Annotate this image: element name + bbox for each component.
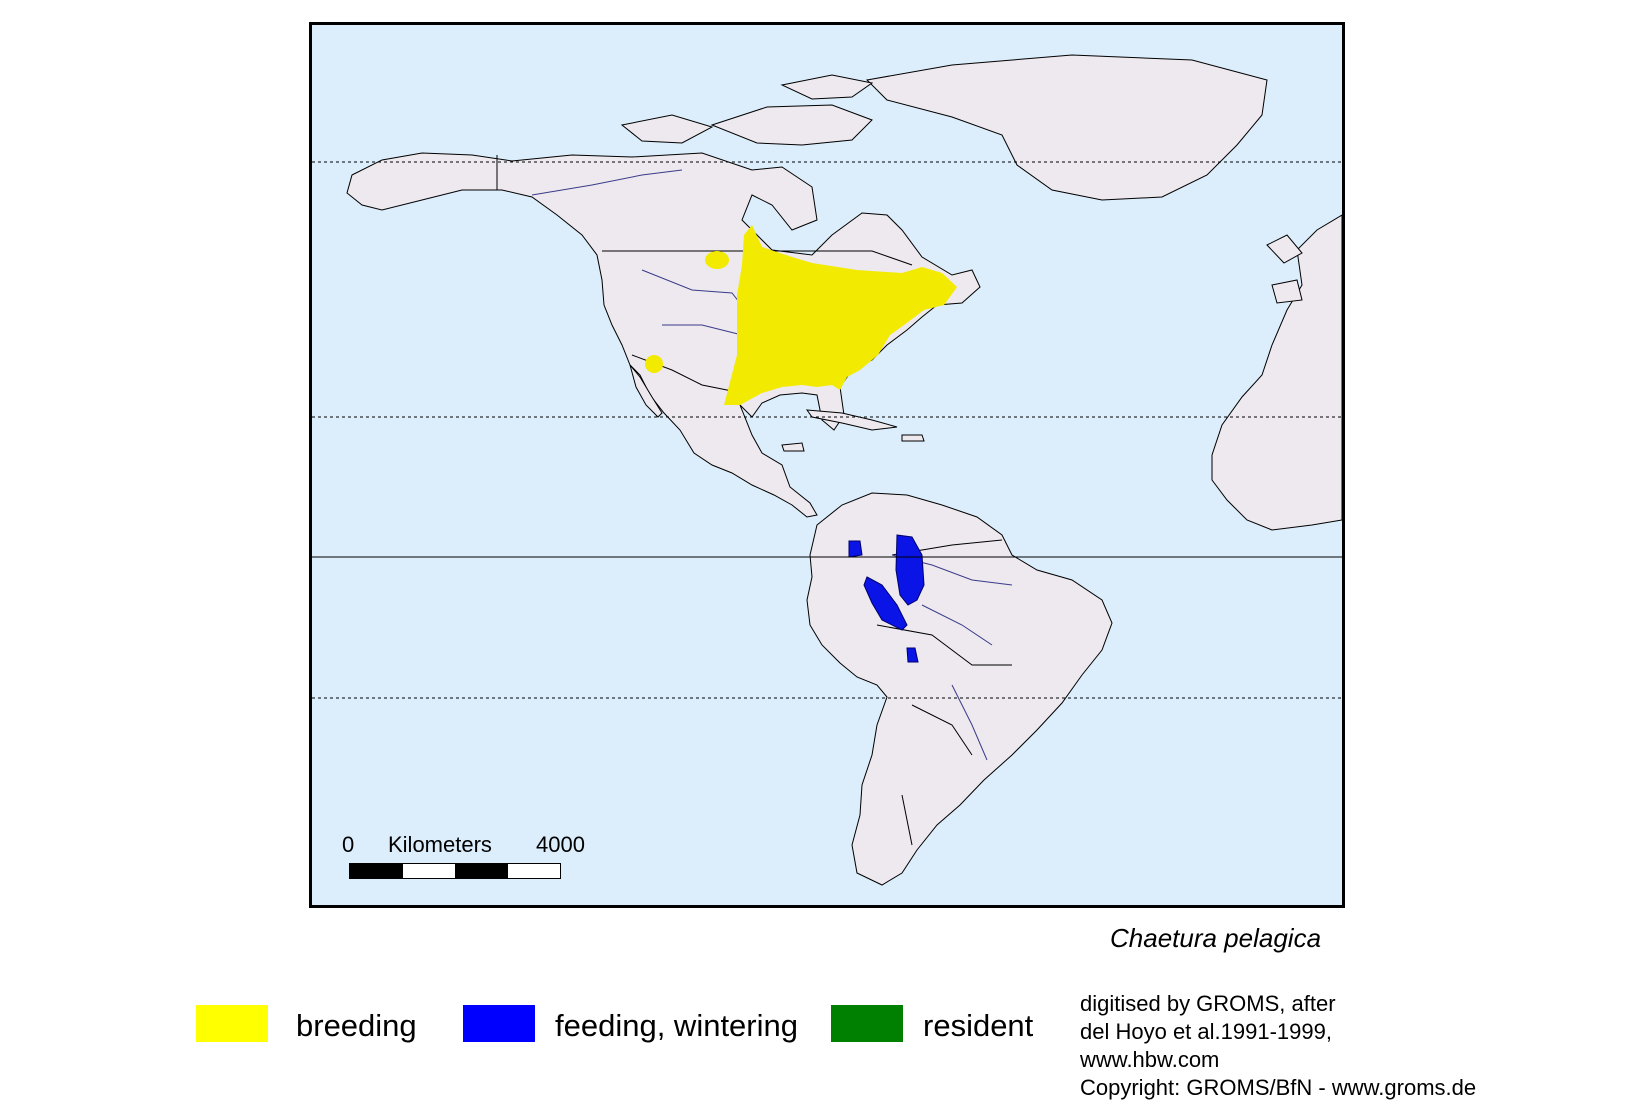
map-canvas xyxy=(312,54,1342,886)
legend-label-feeding-wintering: feeding, wintering xyxy=(555,1008,798,1043)
latitude-lines xyxy=(312,161,1342,699)
credits-line: www.hbw.com xyxy=(1080,1047,1220,1072)
wintering-range-northwest xyxy=(848,540,863,558)
europe-africa-landmass xyxy=(1211,214,1342,531)
credits-line: digitised by GROMS, after xyxy=(1080,991,1336,1016)
wintering-range-south xyxy=(906,647,919,663)
breeding-range-outlier-southwest xyxy=(645,355,664,373)
scale-bar xyxy=(349,863,561,879)
credits-line: del Hoyo et al.1991-1999, xyxy=(1080,1019,1332,1044)
legend-label-resident: resident xyxy=(923,1008,1034,1043)
scale-segment xyxy=(455,864,508,878)
legend-label-breeding: breeding xyxy=(296,1008,417,1043)
north-america-landmass xyxy=(346,152,981,518)
scale-end-label: 4000 xyxy=(536,832,585,857)
credits: digitised by GROMS, after del Hoyo et al… xyxy=(1080,990,1476,1102)
legend-swatch-feeding-wintering xyxy=(463,1005,535,1042)
greenland-landmass xyxy=(865,54,1268,201)
credits-line: Copyright: GROMS/BfN - www.groms.de xyxy=(1080,1075,1477,1100)
legend-swatch-breeding xyxy=(196,1005,268,1042)
scale-unit-label: Kilometers xyxy=(388,832,492,857)
arctic-islands xyxy=(620,74,874,146)
scale-segment xyxy=(350,864,403,878)
rivers xyxy=(531,169,1013,761)
wintering-range-north xyxy=(895,534,925,606)
baja-california xyxy=(629,364,663,418)
europe-islands xyxy=(1266,234,1303,304)
caribbean-islands xyxy=(781,409,925,452)
range-map xyxy=(309,22,1345,908)
species-name: Chaetura pelagica xyxy=(1110,923,1322,953)
breeding-range-outlier-west xyxy=(705,251,730,269)
wintering-range-coast xyxy=(863,576,908,631)
scale-start-label: 0 xyxy=(342,832,355,857)
legend-swatch-resident xyxy=(831,1005,903,1042)
breeding-range xyxy=(724,225,957,405)
scale-segment xyxy=(402,864,455,878)
scale-segment xyxy=(507,864,560,878)
